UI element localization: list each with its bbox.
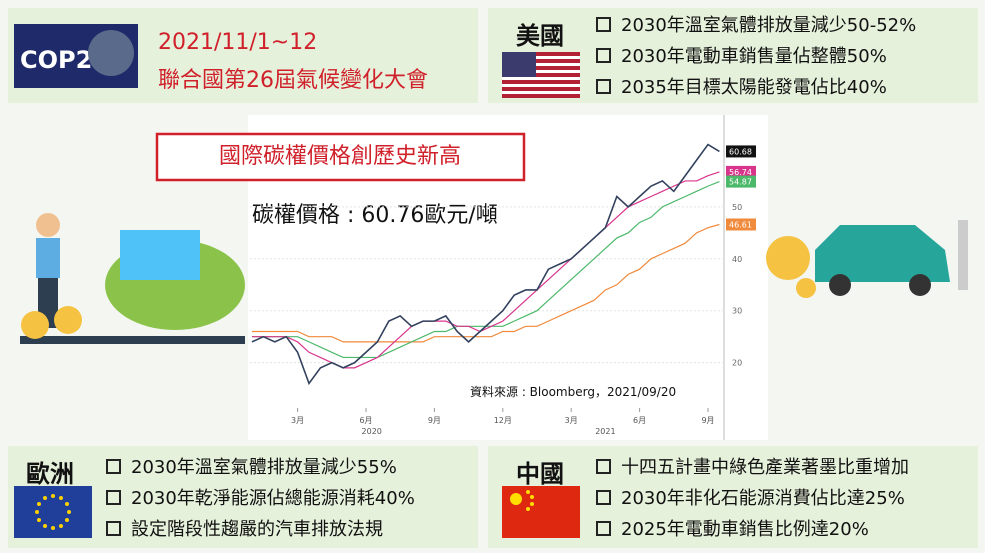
bullet-item: 設定階段性趨嚴的汽車排放法規: [106, 514, 415, 545]
price-tag: [726, 165, 756, 178]
x-tick-label: 9月: [701, 416, 714, 425]
eu-list: 2030年溫室氣體排放量減少55% 2030年乾淨能源佔總能源消耗40% 設定階…: [106, 452, 415, 545]
event-date: 2021/11/1~12: [158, 30, 318, 55]
x-tick-label: 12月: [494, 416, 512, 425]
cn-label: 中國: [516, 460, 564, 488]
bullet-item: 2030年溫室氣體排放量減少50-52%: [596, 10, 916, 41]
y-tick-label: 20: [732, 359, 742, 368]
price-tag-label: 54.87: [729, 178, 752, 187]
year-label: 2020: [362, 427, 382, 436]
price-tag-label: 60.68: [729, 147, 752, 156]
x-tick-label: 3月: [291, 416, 304, 425]
source: 資料來源 : Bloomberg，2021/09/20: [470, 385, 676, 399]
y-tick-label: 30: [732, 307, 742, 316]
eu-label: 歐洲: [26, 460, 74, 488]
eu-panel: 歐洲 2030年溫室氣體排放量減少55% 2030年乾淨能源佔總能源消耗40% …: [8, 446, 478, 548]
cn-panel: 中國 十四五計畫中綠色產業著墨比重增加 2030年非化石能源消費佔比達25% 2…: [488, 446, 978, 548]
y-tick-label: 40: [732, 255, 742, 264]
cn-flag: [502, 486, 580, 538]
logo: COP26: [14, 24, 138, 88]
bullet-item: 十四五計畫中綠色產業著墨比重增加: [596, 452, 909, 483]
x-tick-label: 9月: [428, 416, 441, 425]
price-tag: [726, 145, 756, 158]
price-tag-label: 46.61: [729, 220, 752, 229]
x-tick-label: 3月: [565, 416, 578, 425]
globe: [88, 30, 134, 76]
headline: 國際碳權價格創歷史新高: [219, 144, 461, 169]
price-tag: [726, 218, 756, 231]
illustration-right: [766, 220, 968, 298]
bullet-item: 2025年電動車銷售比例達20%: [596, 514, 909, 545]
price-tag: [726, 175, 756, 188]
illustration-left: [20, 213, 245, 344]
year-label: 2021: [595, 427, 615, 436]
us-flag: [502, 52, 580, 98]
x-tick-label: 6月: [359, 416, 372, 425]
moving-average: [252, 171, 720, 369]
bullet-item: 2030年乾淨能源佔總能源消耗40%: [106, 483, 415, 514]
us-list: 2030年溫室氣體排放量減少50-52% 2030年電動車銷售量佔整體50% 2…: [596, 10, 916, 103]
us-label: 美國: [516, 22, 564, 50]
moving-average: [252, 223, 720, 343]
event-title: 聯合國第26屆氣候變化大會: [158, 68, 428, 93]
us-panel: 美國 2030年溫室氣體排放量減少50-52% 2030年電動車銷售量佔整體50…: [488, 8, 978, 103]
bullet-item: 2030年電動車銷售量佔整體50%: [596, 41, 916, 72]
bullet-item: 2030年非化石能源消費佔比達25%: [596, 483, 909, 514]
price-tag-label: 56.74: [729, 168, 752, 177]
event-panel: COP26 2021/11/1~12 聯合國第26屆氣候變化大會: [8, 8, 478, 103]
cn-list: 十四五計畫中綠色產業著墨比重增加 2030年非化石能源消費佔比達25% 2025…: [596, 452, 909, 545]
y-tick-label: 50: [732, 203, 742, 212]
eu-flag: [14, 486, 92, 538]
x-tick-label: 6月: [633, 416, 646, 425]
headline-box: [155, 132, 526, 182]
bullet-item: 2035年目標太陽能發電佔比40%: [596, 72, 916, 103]
price-line: [251, 143, 720, 386]
bullet-item: 2030年溫室氣體排放量減少55%: [106, 452, 415, 483]
